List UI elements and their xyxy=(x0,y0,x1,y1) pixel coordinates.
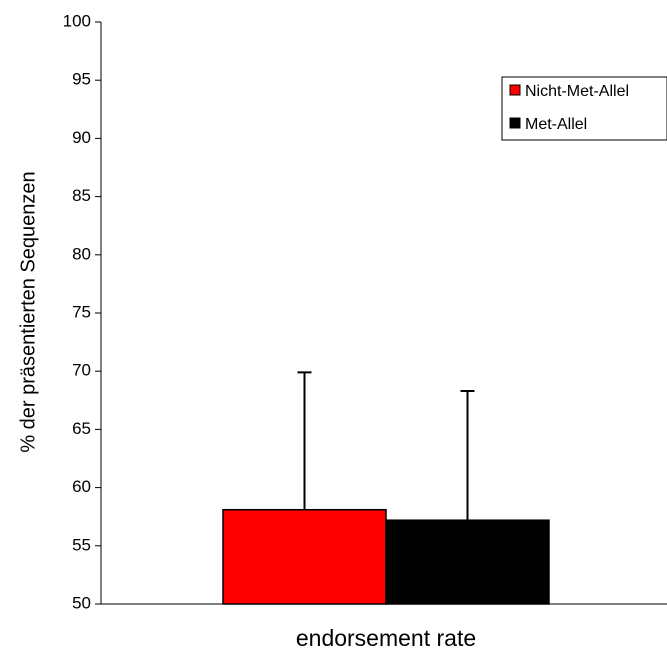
bar-nicht-met-allel xyxy=(222,508,387,605)
x-category-label: endorsement rate xyxy=(296,625,476,651)
y-tick-label: 55 xyxy=(72,535,91,554)
bar-met-allel xyxy=(385,519,550,605)
x-axis-categories: endorsement rate xyxy=(296,625,476,651)
y-tick-label: 90 xyxy=(72,128,91,147)
legend-swatch-nicht-met-allel xyxy=(509,84,521,96)
y-tick-label: 60 xyxy=(72,477,91,496)
y-tick-label: 75 xyxy=(72,302,91,321)
legend-box xyxy=(501,76,667,141)
y-tick-label: 80 xyxy=(72,244,91,263)
y-axis: 50 55 60 65 70 75 80 85 90 95 100 xyxy=(63,11,101,612)
legend-swatch-met-allel xyxy=(509,117,521,129)
y-tick-label: 95 xyxy=(72,70,91,89)
legend: Nicht-Met-Allel Met-Allel xyxy=(501,76,667,141)
y-tick-label: 70 xyxy=(72,361,91,380)
y-tick-label: 85 xyxy=(72,186,91,205)
y-axis-title: % der präsentierten Sequenzen xyxy=(17,171,39,452)
bar-group xyxy=(222,508,550,605)
error-bars xyxy=(297,371,475,521)
y-tick-label: 50 xyxy=(72,593,91,612)
legend-label-nicht-met-allel: Nicht-Met-Allel xyxy=(525,83,629,100)
y-tick-label: 100 xyxy=(63,11,91,30)
y-tick-label: 65 xyxy=(72,419,91,438)
legend-label-met-allel: Met-Allel xyxy=(525,116,587,133)
